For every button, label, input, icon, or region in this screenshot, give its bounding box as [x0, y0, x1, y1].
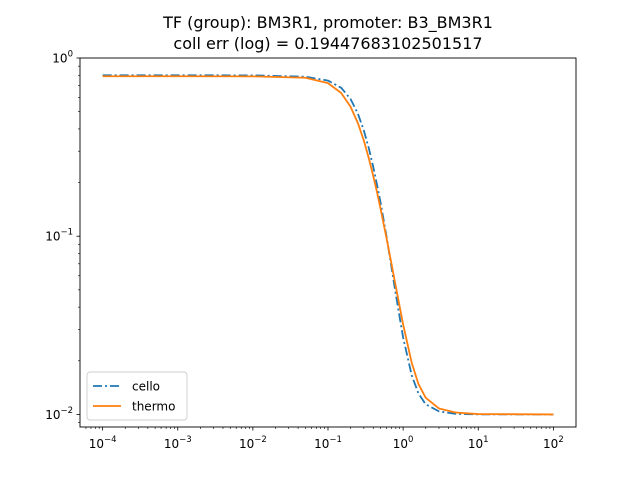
- y-axis: 10−2 10−1 100: [45, 50, 80, 422]
- y-tick-label: 100: [52, 50, 73, 66]
- x-tick-label: 10−4: [89, 435, 117, 451]
- series-lines: [102, 74, 554, 416]
- chart-title: TF (group): BM3R1, promoter: B3_BM3R1: [162, 13, 493, 33]
- series-line-cello: [102, 74, 554, 416]
- plot-border: [79, 57, 577, 428]
- legend-box: [86, 371, 188, 421]
- y-tick-label: 10−2: [45, 406, 73, 422]
- chart-subtitle: coll err (log) = 0.19447683102501517: [173, 34, 482, 53]
- legend-label-cello: cello: [132, 380, 160, 394]
- plot-area: [80, 58, 576, 427]
- x-tick-label: 10−3: [164, 435, 192, 451]
- legend-label-thermo: thermo: [132, 400, 175, 414]
- x-tick-label: 101: [468, 435, 489, 451]
- x-tick-label: 10−1: [314, 435, 342, 451]
- legend: cello thermo: [86, 371, 188, 421]
- x-axis: 10−4 10−3 10−2 10−1 100 101 102: [89, 427, 564, 451]
- x-tick-label: 100: [393, 435, 414, 451]
- series-line-thermo: [102, 75, 554, 416]
- x-tick-label: 102: [543, 435, 564, 451]
- y-tick-label: 10−1: [45, 228, 73, 244]
- x-tick-label: 10−2: [239, 435, 267, 451]
